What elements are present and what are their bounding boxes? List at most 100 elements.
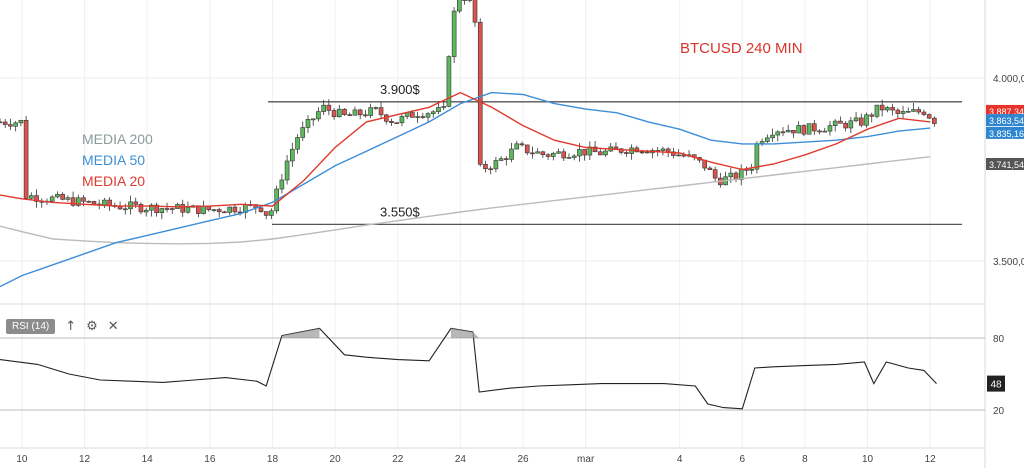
candle-body (869, 114, 875, 117)
gear-icon[interactable]: ⚙ (86, 318, 98, 334)
candle-body (159, 208, 165, 214)
candle-body (81, 197, 86, 202)
candle-body (707, 167, 713, 170)
candle-body (916, 109, 922, 113)
candle-body (164, 208, 170, 210)
candle-body (524, 144, 530, 154)
candle-body (143, 209, 149, 213)
candle-body (791, 130, 796, 134)
candle-body (425, 113, 431, 118)
candle-body (128, 201, 133, 210)
candle-body (712, 169, 718, 179)
candle-body (644, 151, 650, 154)
candle-body (263, 211, 269, 216)
candle-body (519, 143, 525, 146)
candle-body (185, 206, 191, 213)
candle-body (336, 108, 342, 117)
candle-body (430, 111, 436, 114)
candle-body (676, 154, 681, 157)
candle-body (488, 168, 493, 171)
rsi-overbought-fill (451, 328, 480, 338)
x-tick-label: 16 (204, 454, 216, 465)
candle-body (853, 117, 859, 122)
candle-body (577, 149, 582, 157)
candle-body (49, 196, 55, 202)
candle-body (107, 199, 112, 206)
candle-body (665, 148, 671, 153)
y-tick-label: 4.000,00 (993, 74, 1024, 85)
level-label: 3.900$ (380, 82, 421, 97)
candle-body (639, 151, 645, 154)
candle-body (561, 151, 567, 159)
candle-body (169, 208, 175, 210)
candle-body (582, 149, 587, 156)
candle-body (874, 104, 880, 117)
candle-body (812, 123, 817, 132)
candle-body (415, 116, 420, 118)
candle-body (269, 210, 274, 216)
candle-body (378, 107, 384, 116)
candle-body (446, 56, 452, 107)
close-icon[interactable]: ✕ (107, 318, 119, 334)
candle-body (551, 152, 556, 157)
candle-body (138, 204, 144, 213)
candle-body (70, 197, 76, 206)
candle-body (91, 201, 97, 205)
candle-body (122, 208, 128, 211)
candle-body (504, 158, 509, 160)
candle-body (921, 111, 927, 115)
rsi-badge[interactable]: RSI (14) (6, 318, 56, 334)
x-tick-label: 14 (142, 454, 154, 465)
candle-body (65, 197, 71, 200)
x-tick-label: 12 (925, 454, 937, 465)
candle-body (331, 110, 337, 117)
candle-body (890, 107, 895, 111)
candle-body (838, 120, 843, 124)
candle-body (477, 21, 483, 165)
candle-body (556, 151, 561, 154)
rsi-line (0, 327, 937, 410)
candle-body (222, 211, 227, 214)
candle-body (509, 148, 514, 160)
x-tick-label: 20 (330, 454, 342, 465)
rsi-value-box (987, 375, 1005, 392)
candle-body (535, 151, 540, 154)
candle-body (483, 164, 488, 170)
y-tick-label: 3.500,00 (993, 257, 1024, 268)
candle-body (258, 207, 264, 212)
candle-body (347, 114, 353, 116)
candle-body (545, 154, 551, 157)
candle-body (864, 114, 869, 126)
x-tick-label: 26 (517, 454, 529, 465)
candle-body (467, 0, 473, 1)
x-tick-label: 18 (267, 454, 279, 465)
candle-body (394, 122, 400, 124)
candle-body (102, 199, 107, 206)
candle-body (2, 121, 8, 125)
candle-body (410, 112, 415, 118)
candle-body (592, 146, 598, 153)
candle-body (493, 160, 499, 170)
candle-body (660, 148, 666, 151)
x-tick-label: 6 (739, 454, 745, 465)
candle-body (279, 179, 285, 190)
candle-body (571, 155, 577, 158)
candle-body (201, 205, 206, 214)
x-tick-label: 4 (677, 454, 683, 465)
candle-body (305, 119, 311, 128)
rsi-overbought-fill (281, 328, 320, 338)
candle-body (55, 193, 60, 198)
candle-body (624, 152, 629, 154)
x-tick-label: 10 (16, 454, 28, 465)
candle-body (232, 206, 238, 213)
legend-item: MEDIA 200 (82, 131, 153, 147)
candle-body (603, 150, 608, 156)
arrow-up-icon[interactable]: ↑ (65, 318, 77, 334)
candle-body (905, 111, 911, 113)
candle-body (284, 160, 290, 181)
price-label-text: 3.741,54 (989, 160, 1024, 170)
candle-body (597, 151, 603, 156)
candle-body (441, 106, 446, 108)
candle-body (618, 148, 624, 153)
